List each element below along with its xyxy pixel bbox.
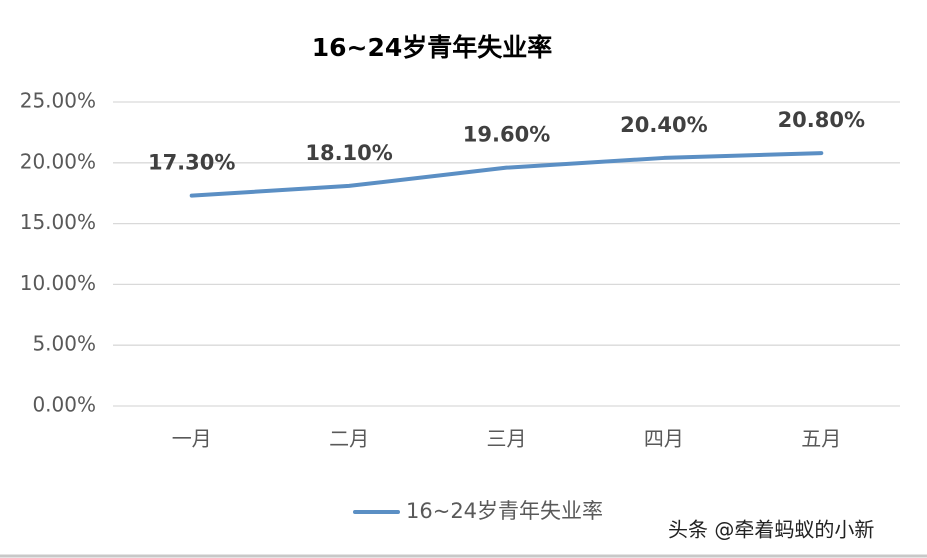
x-tick-label: 五月	[801, 427, 841, 451]
y-tick-label: 15.00%	[20, 210, 96, 234]
x-tick-label: 四月	[644, 427, 684, 451]
y-tick-label: 20.00%	[20, 149, 96, 173]
series-line	[189, 151, 824, 198]
legend-label: 16~24岁青年失业率	[406, 499, 603, 523]
x-tick-label: 一月	[172, 427, 212, 451]
data-label: 20.40%	[620, 113, 707, 137]
x-tick-label: 三月	[487, 427, 527, 451]
y-tick-label: 0.00%	[32, 393, 96, 417]
chart-title: 16~24岁青年失业率	[312, 33, 553, 62]
x-tick-label: 二月	[329, 427, 369, 451]
data-label: 19.60%	[463, 123, 550, 147]
y-tick-label: 25.00%	[20, 89, 96, 113]
watermark: 头条 @牵着蚂蚁的小新	[668, 518, 874, 542]
data-label: 20.80%	[778, 108, 865, 132]
data-label: 18.10%	[305, 141, 392, 165]
data-label: 17.30%	[148, 151, 235, 175]
y-tick-label: 10.00%	[20, 271, 96, 295]
y-tick-label: 5.00%	[32, 332, 96, 356]
